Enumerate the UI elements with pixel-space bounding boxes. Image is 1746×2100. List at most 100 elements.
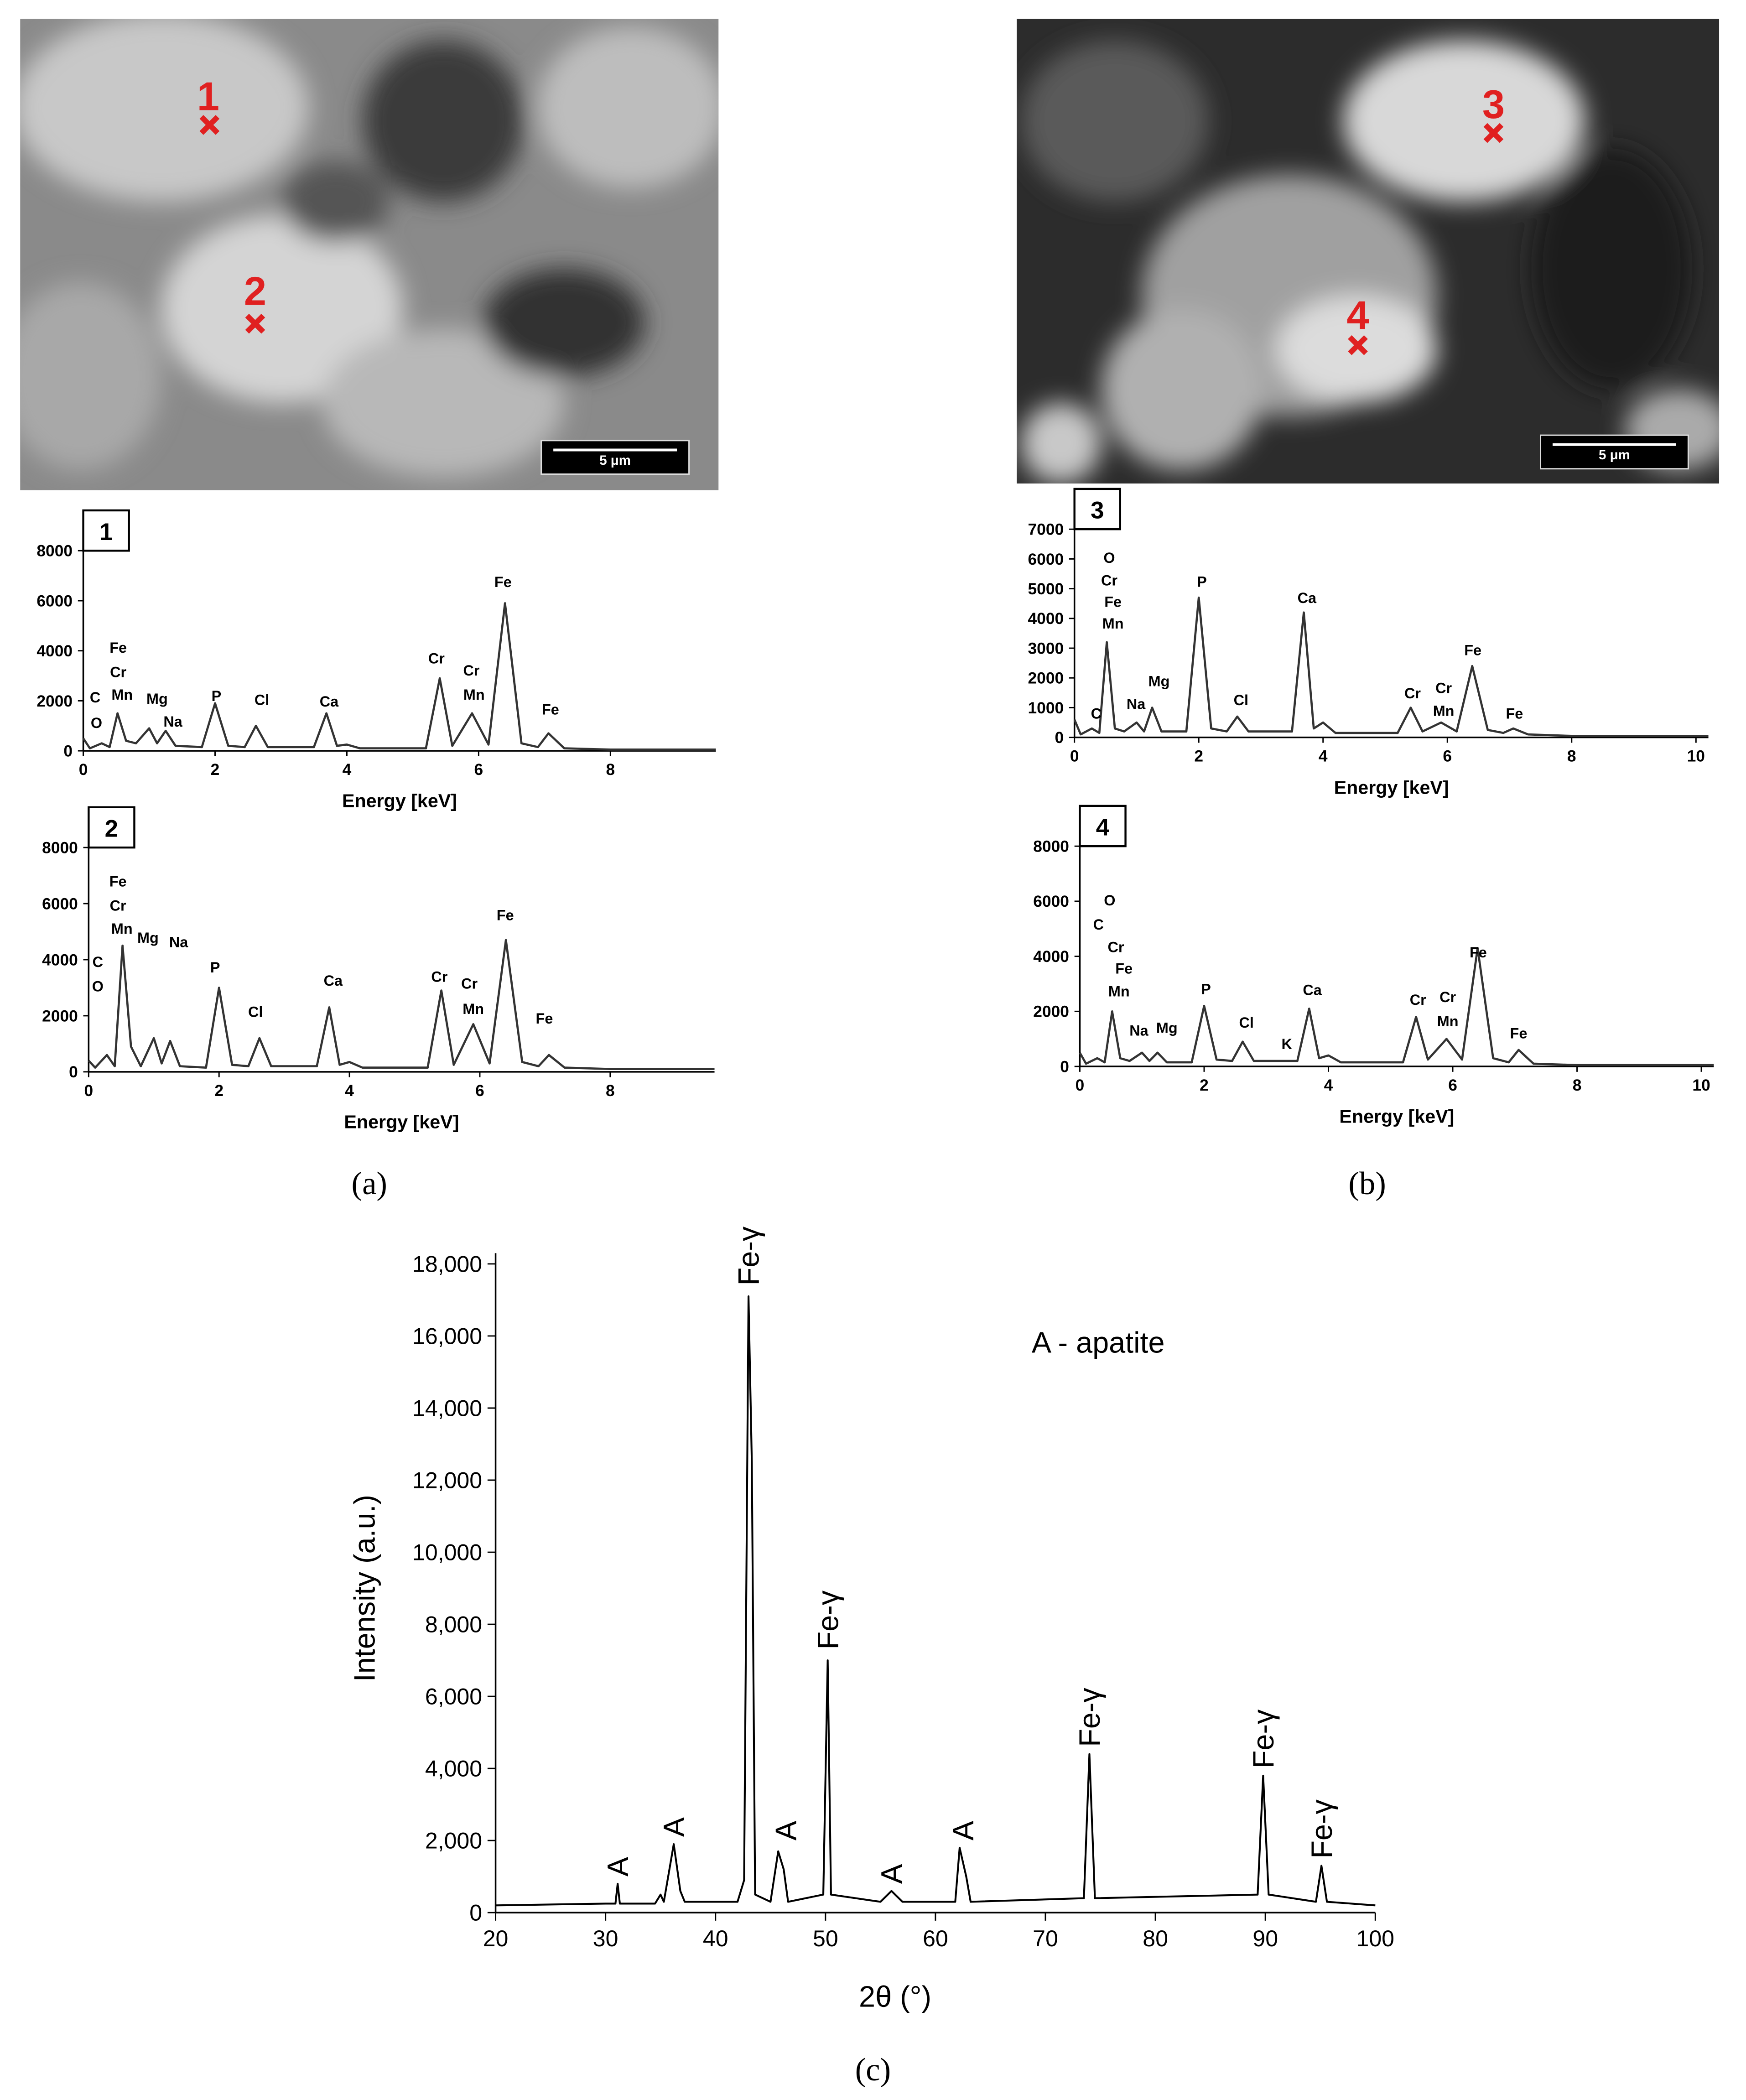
annotation: C — [1093, 916, 1104, 933]
spectrum-id: 2 — [105, 816, 118, 842]
annotation: Mn — [111, 686, 133, 703]
annotation: Fe — [494, 574, 512, 590]
annotation: A - apatite — [1032, 1325, 1165, 1359]
spectrum-id-box — [1079, 805, 1127, 847]
point-marker: 4 — [1346, 292, 1369, 338]
x-tick-label: 60 — [923, 1926, 948, 1951]
annotation: O — [91, 715, 102, 731]
annotation: Cr — [1439, 989, 1456, 1005]
y-tick-label: 2000 — [36, 692, 73, 710]
x-tick-label: 0 — [84, 1082, 94, 1100]
annotation: Na — [169, 934, 188, 950]
annotation: Mn — [462, 1001, 484, 1017]
annotation: O — [1104, 892, 1115, 909]
x-tick-label: 6 — [474, 761, 483, 779]
annotation: Fe-γ — [732, 1226, 765, 1285]
y-tick-label: 2000 — [42, 1007, 78, 1025]
point-cross — [199, 115, 220, 135]
sem-image-a — [20, 19, 719, 490]
x-tick-label: 90 — [1252, 1926, 1278, 1951]
annotation: Mn — [1108, 983, 1130, 1000]
annotation: Cr — [461, 975, 478, 992]
y-tick-label: 0 — [69, 1063, 78, 1081]
x-tick-label: 0 — [79, 761, 88, 779]
y-tick-label: 8000 — [1033, 838, 1069, 856]
annotation: O — [92, 978, 104, 994]
y-tick-label: 14,000 — [412, 1396, 482, 1421]
x-tick-label: 8 — [606, 761, 615, 779]
annotation: A — [769, 1820, 803, 1840]
y-tick-label: 6000 — [42, 895, 78, 913]
annotation: O — [1103, 550, 1115, 566]
annotation: Cr — [428, 650, 445, 667]
annotation: Fe-γ — [1073, 1688, 1106, 1747]
annotation: Cl — [255, 692, 269, 708]
y-tick-label: 2000 — [1033, 1003, 1069, 1021]
point-marker: 2 — [244, 268, 266, 313]
annotation: P — [1201, 981, 1211, 997]
x-tick-label: 6 — [475, 1082, 484, 1100]
y-tick-label: 16,000 — [412, 1323, 482, 1349]
y-tick-label: 2,000 — [425, 1828, 482, 1854]
annotation: Na — [1129, 1022, 1148, 1039]
annotation: Ca — [1298, 590, 1317, 606]
x-tick-label: 2 — [1200, 1076, 1209, 1094]
y-axis-label: Intensity (a.u.) — [348, 1495, 381, 1682]
y-tick-label: 3000 — [1028, 639, 1064, 657]
x-tick-label: 4 — [343, 761, 352, 779]
y-tick-label: 6000 — [36, 592, 73, 610]
y-tick-label: 4000 — [36, 642, 73, 660]
scale-bar-label: 5 μm — [599, 453, 631, 468]
annotation: Cl — [248, 1003, 263, 1020]
spectrum-id-box — [88, 806, 135, 849]
x-axis-label: Energy [keV] — [1339, 1106, 1454, 1127]
y-tick-label: 12,000 — [412, 1468, 482, 1493]
annotation: Fe — [1115, 961, 1133, 977]
x-axis-label: 2θ (°) — [859, 1980, 931, 2013]
x-tick-label: 70 — [1033, 1926, 1058, 1951]
annotation: Mn — [1433, 703, 1455, 719]
annotation: Mn — [463, 686, 485, 703]
annotation: Cr — [110, 897, 126, 914]
panel-label: (b) — [1348, 1166, 1386, 1201]
annotation: Na — [1127, 696, 1146, 712]
annotation: A — [946, 1820, 980, 1840]
annotation: A — [601, 1856, 634, 1876]
x-tick-label: 0 — [1070, 748, 1079, 765]
x-tick-label: 4 — [1324, 1076, 1333, 1094]
scale-bar: 5 μm — [540, 440, 690, 475]
annotation: Cl — [1239, 1014, 1253, 1031]
spectrum-line — [495, 1295, 1376, 1907]
point-cross — [1348, 335, 1368, 355]
x-tick-label: 0 — [1076, 1076, 1085, 1094]
annotation: A — [875, 1864, 908, 1884]
y-tick-label: 8000 — [42, 839, 78, 857]
scale-bar-label: 5 μm — [1599, 447, 1630, 463]
annotation: Mg — [1148, 673, 1170, 689]
y-tick-label: 18,000 — [412, 1251, 482, 1277]
x-tick-label: 8 — [606, 1082, 615, 1100]
y-tick-label: 4000 — [1028, 610, 1064, 628]
y-tick-label: 4000 — [1033, 948, 1069, 966]
y-tick-label: 0 — [469, 1900, 482, 1926]
annotation: Mn — [1437, 1013, 1459, 1029]
annotation: C — [1091, 706, 1102, 722]
annotation: P — [210, 959, 220, 976]
point-cross — [245, 313, 265, 334]
annotation: C — [90, 689, 100, 706]
x-axis-label: Energy [keV] — [342, 790, 457, 811]
sem-image-b — [1017, 19, 1720, 484]
y-tick-label: 8,000 — [425, 1612, 482, 1637]
annotation: Mg — [146, 691, 168, 707]
point-marker: 3 — [1482, 82, 1505, 127]
spectrum-id: 3 — [1091, 497, 1104, 524]
y-tick-label: 5000 — [1028, 580, 1064, 598]
annotation: Cr — [1101, 572, 1117, 588]
y-tick-label: 0 — [1055, 729, 1064, 747]
x-tick-label: 4 — [345, 1082, 354, 1100]
annotation: Fe — [1506, 706, 1523, 722]
annotation: Fe — [1470, 944, 1487, 961]
annotation: Ca — [324, 972, 343, 989]
